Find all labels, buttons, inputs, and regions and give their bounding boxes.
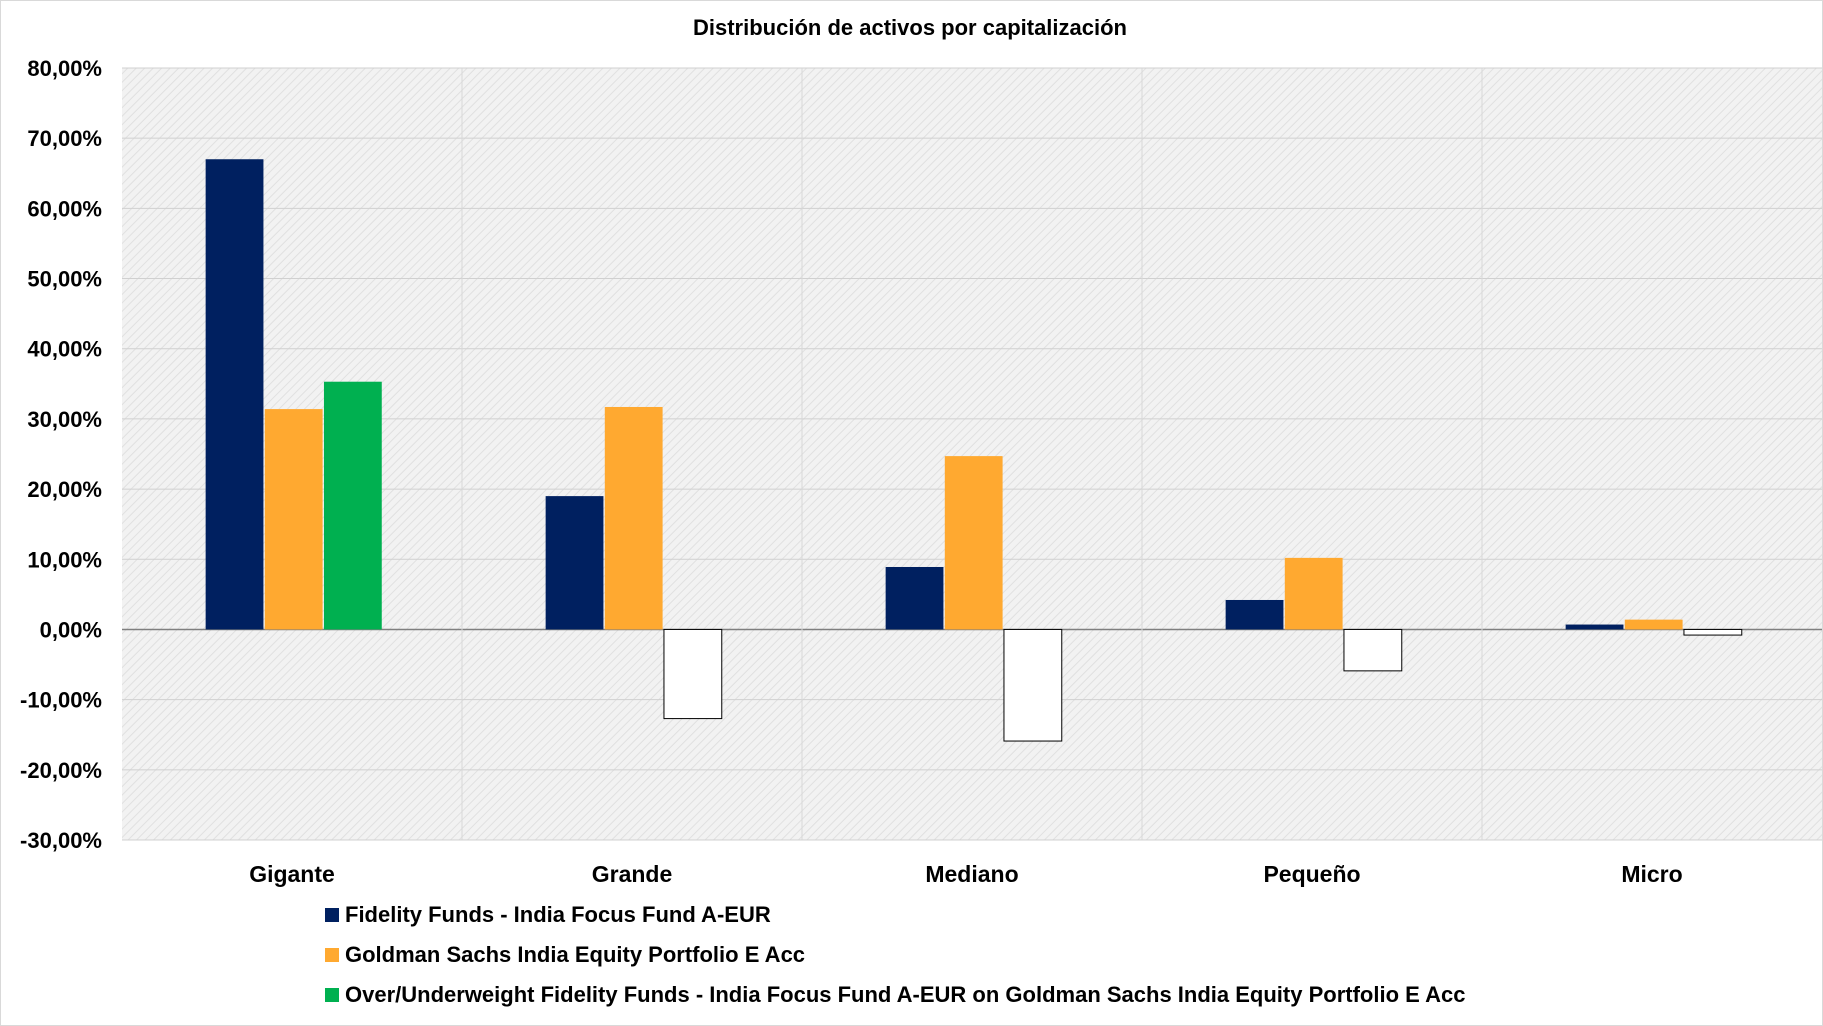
y-tick-label: -30,00%: [20, 828, 102, 853]
y-tick-label: 20,00%: [27, 477, 102, 502]
legend-label: Fidelity Funds - India Focus Fund A-EUR: [345, 902, 771, 927]
bar: [1225, 599, 1284, 630]
legend-swatch: [325, 948, 339, 962]
x-axis-labels: Gigante Grande Mediano Pequeño Micro: [249, 861, 1682, 887]
bars: [205, 159, 1743, 742]
bar: [1683, 628, 1743, 636]
bar: [1284, 557, 1343, 630]
y-tick-label: -10,00%: [20, 688, 102, 713]
bar: [944, 456, 1003, 630]
x-tick-label: Micro: [1621, 861, 1682, 887]
bar: [323, 381, 382, 630]
bar: [264, 409, 323, 630]
bar: [205, 159, 264, 630]
y-tick-label: 30,00%: [27, 407, 102, 432]
y-tick-label: -20,00%: [20, 758, 102, 783]
bar: [1565, 624, 1624, 630]
y-tick-label: 40,00%: [27, 337, 102, 362]
y-tick-label: 10,00%: [27, 547, 102, 572]
y-tick-label: 70,00%: [27, 126, 102, 151]
bar: [1003, 628, 1063, 742]
legend-label: Over/Underweight Fidelity Funds - India …: [345, 982, 1465, 1007]
bar: [545, 496, 604, 630]
y-tick-label: 0,00%: [40, 617, 102, 642]
y-axis: 80,00% 70,00% 60,00% 50,00% 40,00% 30,00% 20,0…: [20, 56, 102, 853]
x-tick-label: Pequeño: [1263, 861, 1360, 887]
plot-area: [122, 68, 1822, 840]
y-tick-label: 60,00%: [27, 196, 102, 221]
bar: [1624, 619, 1683, 630]
legend: Fidelity Funds - India Focus Fund A-EUR G…: [325, 902, 1465, 1007]
bar: [885, 566, 944, 630]
bar: [604, 406, 663, 630]
y-tick-label: 50,00%: [27, 267, 102, 292]
chart-title: Distribución de activos por capitalizaci…: [693, 15, 1127, 40]
legend-label: Goldman Sachs India Equity Portfolio E A…: [345, 942, 805, 967]
x-tick-label: Gigante: [249, 861, 335, 887]
legend-swatch: [325, 988, 339, 1002]
bar: [663, 628, 723, 720]
x-tick-label: Grande: [592, 861, 673, 887]
y-tick-label: 80,00%: [27, 56, 102, 81]
legend-swatch: [325, 908, 339, 922]
x-tick-label: Mediano: [925, 861, 1018, 887]
bar: [1343, 628, 1403, 672]
